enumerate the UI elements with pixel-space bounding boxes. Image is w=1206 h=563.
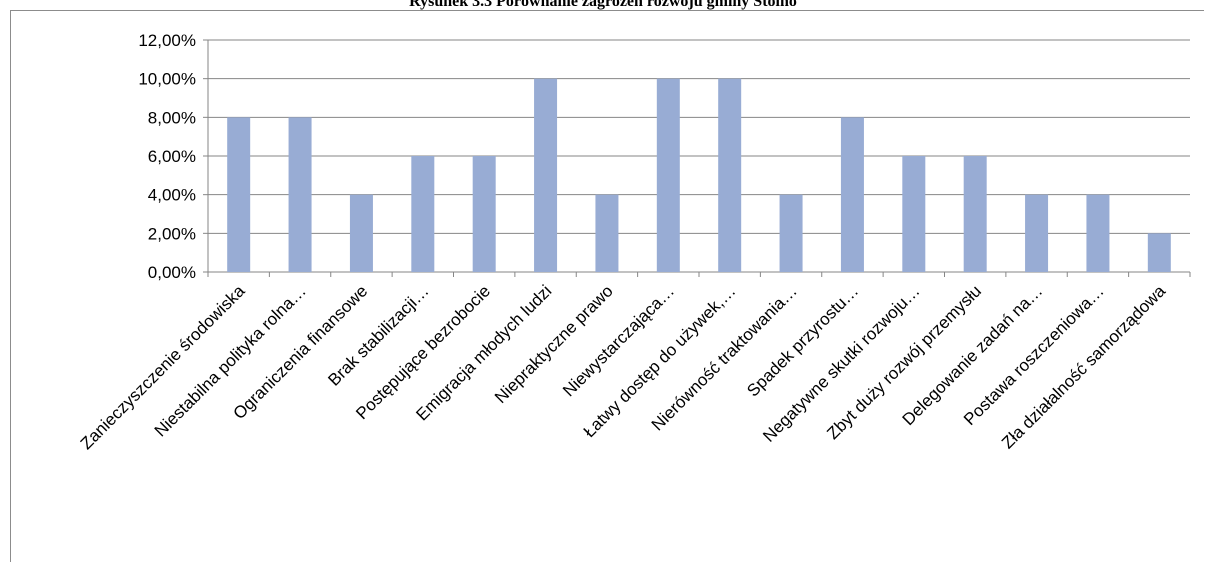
y-tick-label: 2,00% <box>148 224 196 243</box>
bar <box>840 117 864 272</box>
y-tick-label: 6,00% <box>148 147 196 166</box>
bar <box>411 156 435 272</box>
bar <box>779 194 803 272</box>
bar <box>534 78 558 273</box>
bar <box>1147 233 1171 272</box>
bar <box>963 156 987 272</box>
bar <box>718 78 742 273</box>
bar <box>656 78 680 273</box>
y-tick-label: 12,00% <box>138 31 196 50</box>
x-category-label: Niepraktyczne prawo <box>491 281 617 407</box>
bar <box>472 156 496 272</box>
x-category-label: Niewystarczająca… <box>559 281 678 400</box>
chart-title: Rysunek 3.3 Porównanie zagrożeń rozwoju … <box>409 0 797 10</box>
bar <box>227 117 251 272</box>
chart-frame <box>10 10 1204 562</box>
bar <box>1086 194 1110 272</box>
y-tick-label: 10,00% <box>138 70 196 89</box>
bar <box>288 117 312 272</box>
x-category-label: Spadek przyrostu… <box>743 281 862 400</box>
bar <box>902 156 926 272</box>
y-tick-label: 8,00% <box>148 108 196 127</box>
bar <box>1025 194 1049 272</box>
bar <box>349 194 373 272</box>
y-tick-label: 0,00% <box>148 263 196 282</box>
bar <box>595 194 619 272</box>
y-tick-label: 4,00% <box>148 186 196 205</box>
